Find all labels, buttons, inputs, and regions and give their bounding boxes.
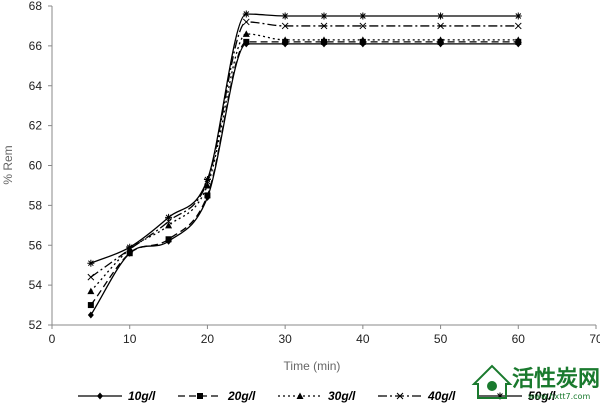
watermark-text: 活性炭网 bbox=[512, 366, 600, 392]
watermark-logo: 活性炭网 www.hxtt7.com bbox=[471, 364, 600, 401]
data-point bbox=[514, 36, 522, 43]
legend-item: 40g/l bbox=[378, 389, 456, 403]
data-point bbox=[87, 287, 95, 295]
y-tick-label: 52 bbox=[29, 318, 43, 332]
data-point bbox=[87, 259, 95, 267]
y-tick-label: 62 bbox=[29, 119, 43, 133]
data-point bbox=[359, 12, 367, 20]
x-tick-labels: 0 10 20 30 40 50 60 70 bbox=[49, 325, 600, 346]
data-point bbox=[165, 213, 173, 221]
data-point bbox=[281, 36, 289, 43]
x-tick-label: 30 bbox=[278, 332, 292, 346]
legend-label: 40g/l bbox=[427, 389, 456, 403]
series-line bbox=[90, 13, 519, 264]
data-point bbox=[204, 192, 211, 199]
legend-item: 10g/l bbox=[78, 389, 156, 403]
x-axis-label: Time (min) bbox=[284, 359, 341, 373]
x-tick-label: 50 bbox=[434, 332, 448, 346]
y-tick-label: 64 bbox=[29, 79, 43, 93]
legend-marker bbox=[197, 393, 203, 399]
data-point bbox=[514, 12, 522, 20]
x-tick-label: 70 bbox=[589, 332, 600, 346]
data-point bbox=[87, 311, 94, 319]
data-point bbox=[203, 181, 211, 189]
data-point bbox=[165, 236, 172, 243]
data-point bbox=[242, 30, 250, 37]
series-line bbox=[90, 33, 519, 292]
series-line bbox=[90, 43, 519, 316]
series-30g/l bbox=[87, 30, 522, 295]
data-point bbox=[437, 22, 444, 30]
x-tick-label: 10 bbox=[123, 332, 137, 346]
data-point bbox=[320, 12, 328, 20]
series-layer bbox=[87, 10, 522, 319]
legend: 10g/l 20g/l 30g/l 40g/l 50g/l bbox=[78, 389, 556, 403]
x-tick-label: 40 bbox=[356, 332, 370, 346]
legend-label: 30g/l bbox=[328, 389, 356, 403]
data-point bbox=[359, 22, 367, 30]
legend-marker bbox=[296, 392, 304, 399]
series-line bbox=[90, 41, 519, 306]
legend-item: 50g/l bbox=[478, 389, 556, 403]
y-tick-label: 58 bbox=[29, 198, 43, 212]
y-tick-label: 66 bbox=[29, 39, 43, 53]
series-40g/l bbox=[87, 18, 522, 281]
data-point bbox=[243, 38, 250, 45]
y-tick-label: 68 bbox=[29, 0, 43, 13]
series-10g/l bbox=[87, 40, 522, 319]
data-point bbox=[126, 250, 133, 257]
data-point bbox=[242, 10, 250, 18]
series-50g/l bbox=[87, 10, 522, 267]
legend-item: 20g/l bbox=[178, 389, 256, 403]
data-point bbox=[359, 36, 367, 43]
y-tick-label: 54 bbox=[29, 278, 43, 292]
x-tick-label: 60 bbox=[512, 332, 526, 346]
y-axis-label: % Rem bbox=[1, 145, 15, 184]
data-point bbox=[320, 36, 328, 43]
series-20g/l bbox=[87, 38, 522, 309]
data-point bbox=[87, 273, 95, 281]
house-icon bbox=[471, 364, 513, 399]
legend-marker bbox=[496, 392, 504, 400]
data-point bbox=[437, 12, 445, 20]
data-point bbox=[281, 22, 289, 30]
legend-marker bbox=[97, 392, 103, 400]
x-tick-label: 20 bbox=[201, 332, 215, 346]
y-tick-labels: 52 54 56 58 60 62 64 66 68 bbox=[29, 0, 52, 332]
y-tick-label: 60 bbox=[29, 159, 43, 173]
axes bbox=[51, 6, 596, 326]
data-point bbox=[87, 302, 94, 309]
legend-label: 20g/l bbox=[227, 389, 256, 403]
data-point bbox=[320, 22, 328, 30]
data-point bbox=[165, 221, 173, 229]
data-point bbox=[242, 18, 250, 26]
data-point bbox=[437, 36, 445, 43]
data-point bbox=[281, 12, 289, 20]
legend-item: 30g/l bbox=[278, 389, 356, 403]
legend-label: 10g/l bbox=[128, 389, 156, 403]
data-point bbox=[203, 175, 211, 183]
data-point bbox=[126, 243, 134, 251]
legend-marker bbox=[396, 392, 404, 400]
legend-label: 50g/l bbox=[528, 389, 556, 403]
series-line bbox=[90, 21, 519, 278]
watermark-url: www.hxtt7.com bbox=[528, 392, 590, 401]
data-point bbox=[514, 22, 522, 30]
x-tick-label: 0 bbox=[49, 332, 56, 346]
y-tick-label: 56 bbox=[29, 238, 43, 252]
